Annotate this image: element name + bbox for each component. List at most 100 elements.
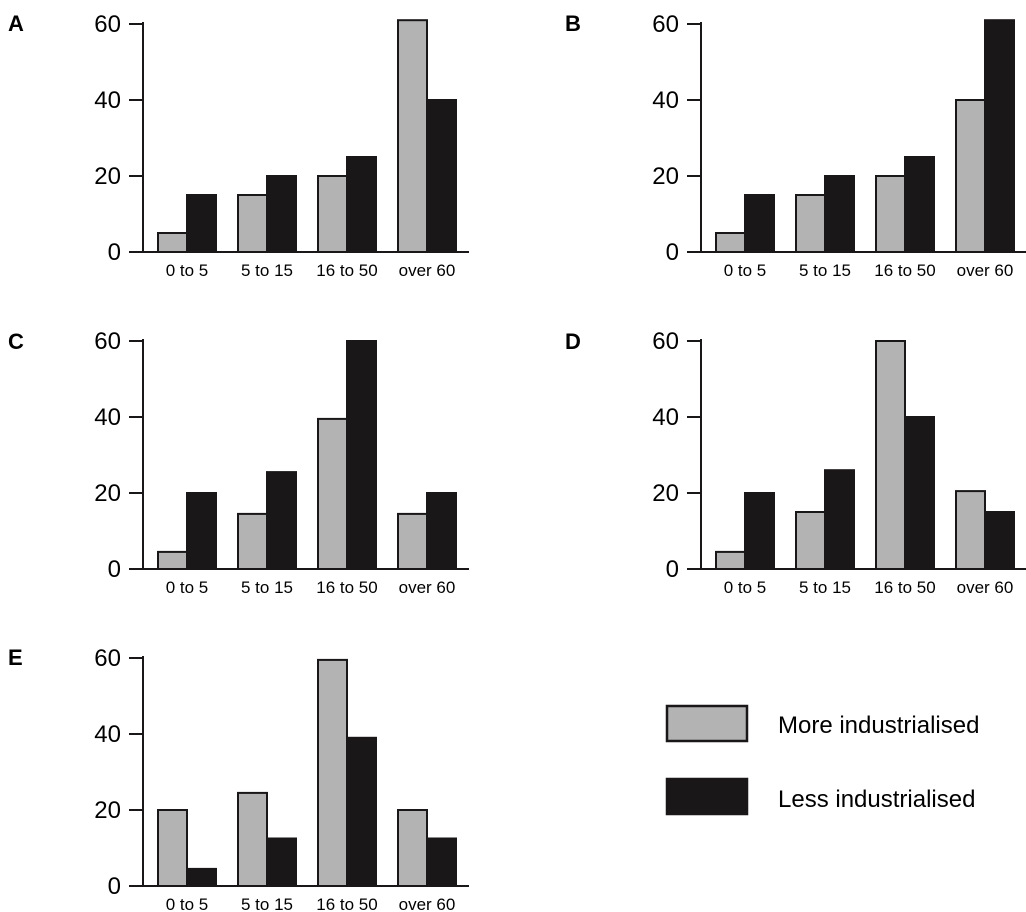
y-tick-label: 40 bbox=[652, 404, 679, 431]
x-tick-label: over 60 bbox=[399, 261, 456, 280]
panel-c: C 0 20 40 60 0 to 5 5 to 15 16 to 50 over 60 bbox=[8, 328, 469, 597]
bar-more-industrialised bbox=[237, 791, 268, 888]
bar-more-industrialised bbox=[317, 417, 348, 570]
legend-swatch-more-industrialised bbox=[665, 704, 749, 743]
bar-more-industrialised bbox=[397, 809, 428, 887]
bar-more-industrialised bbox=[157, 232, 188, 253]
bar-less-industrialised bbox=[266, 837, 297, 887]
bar-more-industrialised bbox=[397, 19, 428, 254]
y-tick-label: 20 bbox=[652, 163, 679, 190]
panel-d-chart: 0 20 40 60 0 to 5 5 to 15 16 to 50 over 60 bbox=[652, 328, 1026, 597]
y-tick-label: 20 bbox=[652, 480, 679, 507]
x-tick-label: 0 to 5 bbox=[724, 261, 767, 280]
bar-less-industrialised bbox=[984, 19, 1015, 254]
bar-more-industrialised bbox=[875, 340, 906, 570]
panel-letter: D bbox=[565, 329, 581, 354]
bar-more-industrialised bbox=[237, 512, 268, 571]
legend-swatch-less-industrialised bbox=[665, 777, 749, 816]
panel-d: D 0 20 40 60 0 to 5 5 to 15 16 to 50 over 60 bbox=[565, 328, 1026, 597]
y-tick-label: 60 bbox=[652, 328, 679, 355]
y-tick-label: 40 bbox=[94, 404, 121, 431]
bar-less-industrialised bbox=[186, 867, 217, 888]
bar-more-industrialised bbox=[157, 550, 188, 571]
bar-more-industrialised bbox=[795, 194, 826, 253]
x-tick-label: 5 to 15 bbox=[799, 261, 851, 280]
legend: More industrialised Less industrialised bbox=[665, 704, 979, 816]
x-tick-label: 0 to 5 bbox=[724, 578, 767, 597]
bar-less-industrialised bbox=[346, 736, 377, 887]
y-tick-label: 0 bbox=[666, 239, 679, 266]
bar-more-industrialised bbox=[955, 490, 986, 571]
bar-less-industrialised bbox=[744, 492, 775, 570]
x-tick-label: 5 to 15 bbox=[241, 895, 293, 912]
x-tick-label: over 60 bbox=[399, 895, 456, 912]
y-tick-label: 0 bbox=[108, 556, 121, 583]
bar-less-industrialised bbox=[426, 99, 457, 253]
bar-less-industrialised bbox=[266, 471, 297, 571]
panel-b: B 0 20 40 60 0 to 5 5 to 15 16 to 50 over 60 bbox=[565, 11, 1026, 280]
panel-letter: C bbox=[8, 329, 24, 354]
y-tick-label: 0 bbox=[108, 873, 121, 900]
bar-less-industrialised bbox=[904, 416, 935, 570]
panel-e: E 0 20 40 60 0 to 5 5 to 15 16 to 50 over 60 bbox=[8, 645, 469, 912]
bar-less-industrialised bbox=[266, 175, 297, 253]
bar-more-industrialised bbox=[317, 175, 348, 253]
y-tick-label: 60 bbox=[652, 11, 679, 38]
bar-more-industrialised bbox=[715, 232, 746, 253]
x-tick-label: over 60 bbox=[957, 261, 1014, 280]
x-tick-label: 0 to 5 bbox=[166, 261, 209, 280]
y-tick-label: 60 bbox=[94, 11, 121, 38]
x-tick-label: 5 to 15 bbox=[241, 261, 293, 280]
bar-less-industrialised bbox=[426, 837, 457, 887]
bar-more-industrialised bbox=[715, 550, 746, 571]
y-tick-label: 20 bbox=[94, 480, 121, 507]
bar-less-industrialised bbox=[744, 194, 775, 253]
x-tick-label: 16 to 50 bbox=[874, 261, 935, 280]
y-tick-label: 60 bbox=[94, 645, 121, 672]
x-tick-label: 16 to 50 bbox=[316, 895, 377, 912]
panel-a: A 0 20 40 60 0 to 5 5 to 15 16 to 50 over 60 bbox=[8, 11, 469, 280]
legend-label-less-industrialised: Less industrialised bbox=[778, 786, 975, 813]
legend-label-more-industrialised: More industrialised bbox=[778, 712, 979, 739]
bar-less-industrialised bbox=[984, 511, 1015, 570]
y-tick-label: 40 bbox=[94, 87, 121, 114]
bar-more-industrialised bbox=[795, 511, 826, 570]
bar-less-industrialised bbox=[346, 340, 377, 570]
panel-a-chart: 0 20 40 60 0 to 5 5 to 15 16 to 50 over 60 bbox=[94, 11, 469, 280]
panel-letter: B bbox=[565, 11, 581, 36]
panel-b-chart: 0 20 40 60 0 to 5 5 to 15 16 to 50 over 60 bbox=[652, 11, 1026, 280]
y-tick-label: 20 bbox=[94, 163, 121, 190]
x-tick-label: 16 to 50 bbox=[874, 578, 935, 597]
bar-less-industrialised bbox=[346, 156, 377, 253]
y-tick-label: 40 bbox=[94, 721, 121, 748]
bar-more-industrialised bbox=[955, 99, 986, 253]
bar-more-industrialised bbox=[237, 194, 268, 253]
panel-c-chart: 0 20 40 60 0 to 5 5 to 15 16 to 50 over 60 bbox=[94, 328, 469, 597]
panel-letter: A bbox=[8, 11, 24, 36]
bar-more-industrialised bbox=[157, 809, 188, 887]
y-tick-label: 40 bbox=[652, 87, 679, 114]
x-tick-label: over 60 bbox=[957, 578, 1014, 597]
bar-less-industrialised bbox=[426, 492, 457, 570]
bar-more-industrialised bbox=[317, 658, 348, 888]
bar-less-industrialised bbox=[186, 194, 217, 253]
x-tick-label: 5 to 15 bbox=[799, 578, 851, 597]
bar-less-industrialised bbox=[824, 469, 855, 571]
bar-more-industrialised bbox=[875, 175, 906, 253]
panel-e-chart: 0 20 40 60 0 to 5 5 to 15 16 to 50 over 60 bbox=[94, 645, 469, 912]
bar-less-industrialised bbox=[904, 156, 935, 253]
y-tick-label: 0 bbox=[666, 556, 679, 583]
y-tick-label: 0 bbox=[108, 239, 121, 266]
bar-less-industrialised bbox=[186, 492, 217, 570]
y-tick-label: 20 bbox=[94, 797, 121, 824]
panel-letter: E bbox=[8, 645, 23, 670]
x-tick-label: 16 to 50 bbox=[316, 578, 377, 597]
bar-more-industrialised bbox=[397, 512, 428, 571]
y-tick-label: 60 bbox=[94, 328, 121, 355]
bar-less-industrialised bbox=[824, 175, 855, 253]
x-tick-label: 16 to 50 bbox=[316, 261, 377, 280]
x-tick-label: over 60 bbox=[399, 578, 456, 597]
x-tick-label: 0 to 5 bbox=[166, 578, 209, 597]
x-tick-label: 5 to 15 bbox=[241, 578, 293, 597]
